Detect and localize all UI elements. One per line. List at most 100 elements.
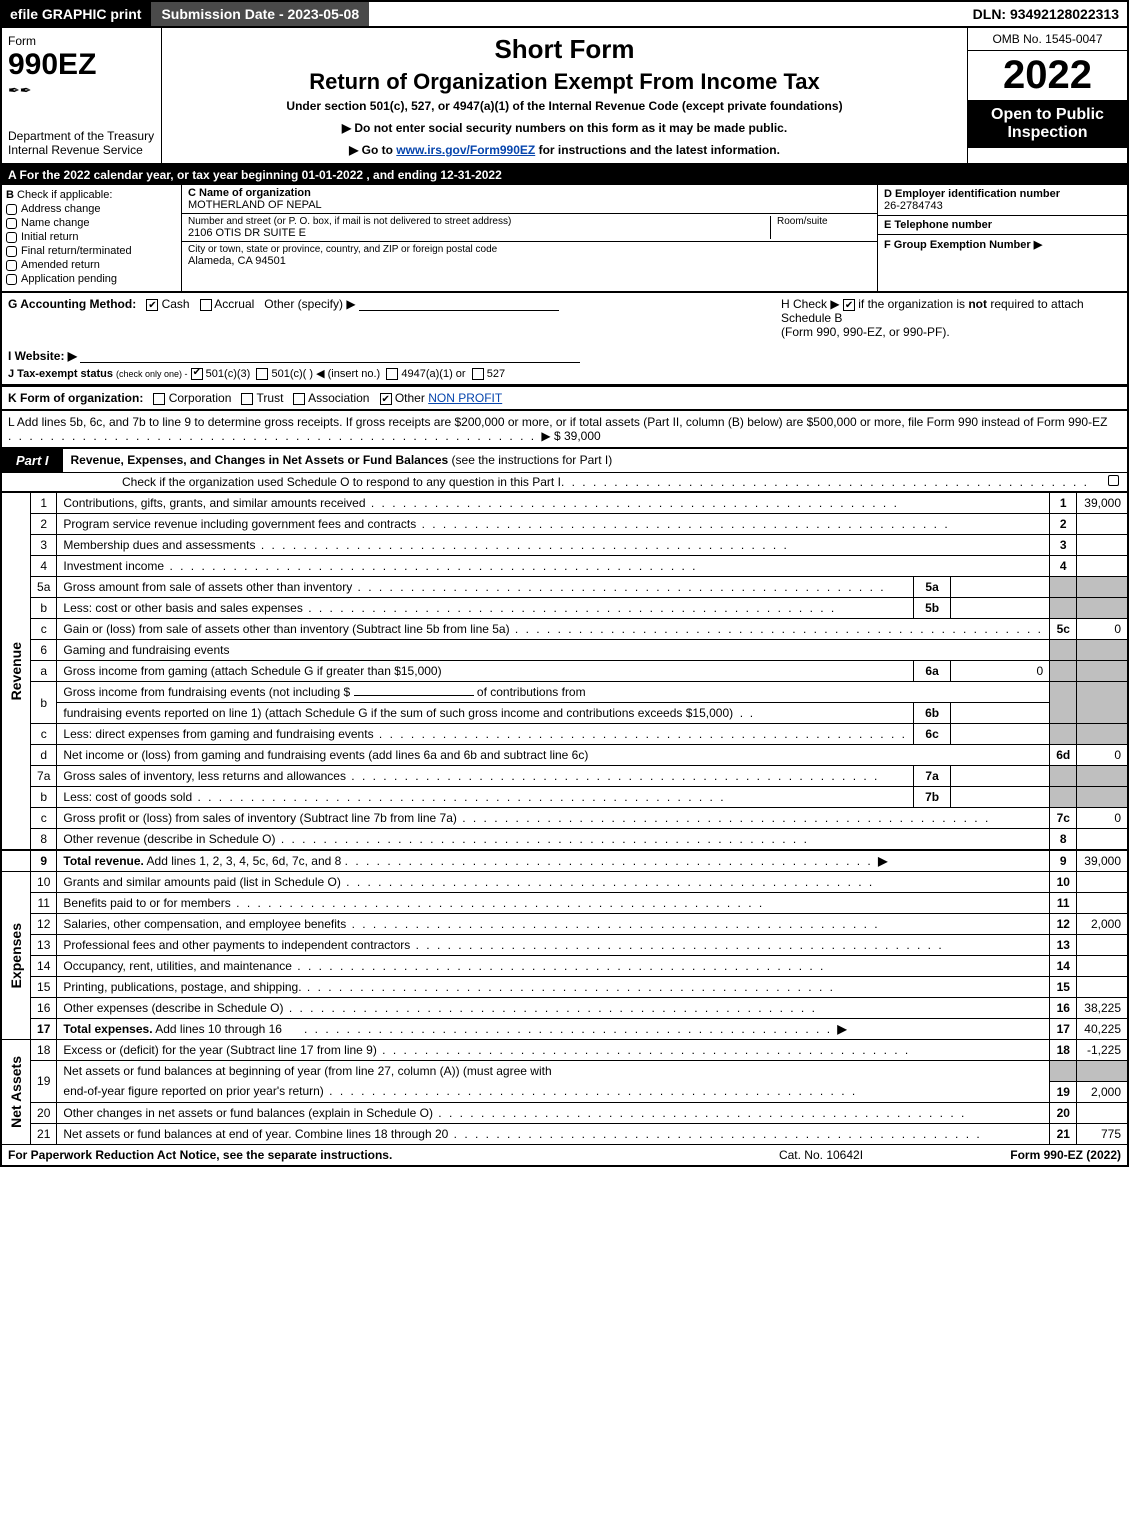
k-other-link[interactable]: NON PROFIT (428, 391, 502, 405)
line-code: 17 (1050, 1019, 1077, 1040)
sub-code: 6c (913, 724, 950, 745)
org-name-row: C Name of organization MOTHERLAND OF NEP… (182, 185, 877, 214)
table-row: 15 Printing, publications, postage, and … (1, 977, 1128, 998)
line-desc: Professional fees and other payments to … (57, 935, 1050, 956)
website-input[interactable] (80, 349, 580, 363)
section-b: B Check if applicable: Address change Na… (2, 185, 182, 291)
line-amount: 775 (1077, 1123, 1128, 1144)
line-num: b (31, 598, 57, 619)
line-num: 18 (31, 1040, 57, 1061)
line-desc: Program service revenue including govern… (57, 514, 1050, 535)
line-code: 16 (1050, 998, 1077, 1019)
checkbox-501c[interactable] (256, 368, 268, 380)
checkbox-assoc[interactable] (293, 393, 305, 405)
form-number: 990EZ (8, 48, 155, 82)
table-row: b Less: cost of goods sold 7b (1, 787, 1128, 808)
desc-mid-start: of contributions from (477, 685, 586, 699)
line-desc: Salaries, other compensation, and employ… (57, 914, 1050, 935)
sections-g-h-i-j: G Accounting Method: Cash Accrual Other … (0, 293, 1129, 386)
gh-row: G Accounting Method: Cash Accrual Other … (8, 297, 1121, 339)
header-left: Form 990EZ ✒✒ Department of the Treasury… (2, 28, 162, 163)
line-desc: Less: cost or other basis and sales expe… (57, 598, 914, 619)
checkbox-icon[interactable] (6, 204, 17, 215)
shaded-cell (1077, 598, 1128, 619)
table-row: c Gross profit or (loss) from sales of i… (1, 808, 1128, 829)
line-num: d (31, 745, 57, 766)
dots (561, 475, 1099, 489)
line-code: 12 (1050, 914, 1077, 935)
line-desc: Less: cost of goods sold (57, 787, 914, 808)
g-other-input[interactable] (359, 297, 559, 311)
line-code: 2 (1050, 514, 1077, 535)
checkbox-icon[interactable] (6, 218, 17, 229)
line-num: 10 (31, 872, 57, 893)
instr-2: ▶ Go to www.irs.gov/Form990EZ for instru… (168, 143, 961, 157)
line-desc: Gross income from gaming (attach Schedul… (57, 661, 914, 682)
table-row: c Gain or (loss) from sale of assets oth… (1, 619, 1128, 640)
checkbox-other[interactable] (380, 393, 392, 405)
sub-code: 7a (913, 766, 950, 787)
shaded-cell (1050, 640, 1077, 661)
checkbox-corp[interactable] (153, 393, 165, 405)
line-amount: 2,000 (1077, 1081, 1128, 1102)
table-row: 5a Gross amount from sale of assets othe… (1, 577, 1128, 598)
checkbox-icon[interactable] (6, 274, 17, 285)
shaded-cell (1050, 766, 1077, 787)
line-desc: Excess or (deficit) for the year (Subtra… (57, 1040, 1050, 1061)
footer-right-post: (2022) (1083, 1148, 1121, 1162)
section-h: H Check ▶ if the organization is not req… (781, 297, 1121, 339)
g-other: Other (specify) ▶ (264, 297, 355, 311)
table-row: 19 Net assets or fund balances at beginn… (1, 1061, 1128, 1082)
j-note: (check only one) - (116, 369, 188, 379)
table-row: b Gross income from fundraising events (… (1, 682, 1128, 703)
shaded-cell (1050, 1061, 1077, 1082)
table-row: c Less: direct expenses from gaming and … (1, 724, 1128, 745)
checkbox-icon[interactable] (6, 232, 17, 243)
table-row: 9 Total revenue. Add lines 1, 2, 3, 4, 5… (1, 850, 1128, 872)
table-row: 2 Program service revenue including gove… (1, 514, 1128, 535)
addr-row: Number and street (or P. O. box, if mail… (182, 214, 877, 242)
table-row: 4 Investment income 4 (1, 556, 1128, 577)
line-code: 10 (1050, 872, 1077, 893)
city-value: Alameda, CA 94501 (188, 255, 871, 267)
line-desc: Net assets or fund balances at end of ye… (57, 1123, 1050, 1144)
irs-link[interactable]: www.irs.gov/Form990EZ (396, 143, 535, 157)
checkbox-trust[interactable] (241, 393, 253, 405)
shaded-cell (1077, 724, 1128, 745)
checkbox-h[interactable] (843, 299, 855, 311)
arrow-icon: ▶ (837, 1022, 846, 1036)
line-num: b (31, 682, 57, 724)
d-value: 26-2784743 (884, 200, 1121, 212)
checkbox-accrual[interactable] (200, 299, 212, 311)
h-pre: H Check ▶ (781, 297, 840, 311)
under-section: Under section 501(c), 527, or 4947(a)(1)… (168, 99, 961, 113)
line-num: 17 (31, 1019, 57, 1040)
g-label: G Accounting Method: (8, 297, 136, 311)
total-rev-label: Total revenue. (63, 854, 143, 868)
checkbox-cash[interactable] (146, 299, 158, 311)
k-corp: Corporation (169, 391, 232, 405)
line-code: 14 (1050, 956, 1077, 977)
netassets-side-label: Net Assets (1, 1040, 31, 1145)
line-amount: 2,000 (1077, 914, 1128, 935)
part-tab: Part I (2, 449, 63, 472)
line-num: 16 (31, 998, 57, 1019)
d-label: D Employer identification number (884, 188, 1121, 200)
footer-left: For Paperwork Reduction Act Notice, see … (8, 1148, 721, 1162)
checkbox-icon[interactable] (6, 260, 17, 271)
blank-input[interactable] (354, 695, 474, 696)
j-opt1: 501(c)(3) (206, 368, 251, 380)
checkbox-501c3[interactable] (191, 368, 203, 380)
b-letter: B (6, 189, 14, 201)
shaded-cell (1077, 577, 1128, 598)
checkbox-icon[interactable] (6, 246, 17, 257)
line-desc: Other expenses (describe in Schedule O) (57, 998, 1050, 1019)
checkbox-527[interactable] (472, 368, 484, 380)
line-amount: 0 (1077, 745, 1128, 766)
form-header: Form 990EZ ✒✒ Department of the Treasury… (0, 28, 1129, 165)
irs-label: Internal Revenue Service (8, 143, 155, 157)
checkbox-icon[interactable] (1108, 475, 1119, 486)
cb-address-change: Address change (6, 203, 177, 215)
checkbox-4947[interactable] (386, 368, 398, 380)
trail-val: 0 (1037, 664, 1044, 678)
